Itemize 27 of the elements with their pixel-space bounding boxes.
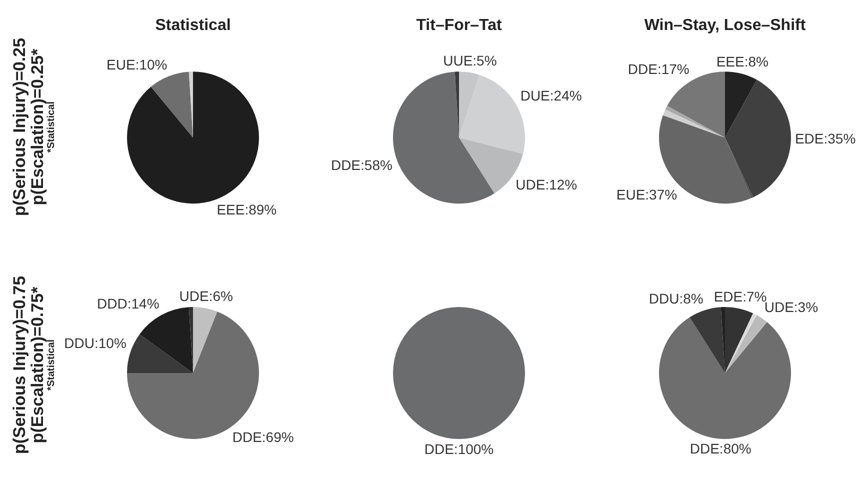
slice-label: EUE:10% [106,56,168,72]
slice-label: UUE:5% [443,52,497,68]
text: p(Serious Injury)=0.75 [10,274,29,456]
slice-label: DDE:17% [628,61,690,78]
slice-label: DDU:10% [64,335,126,352]
chart-title: Win–Stay, Lose–Shift [644,17,806,34]
slice-label: UDE:6% [179,288,233,304]
slice-label: DDD:14% [97,296,160,312]
slice-label: DDE:58% [330,157,392,174]
slice-label: DDE:69% [232,428,294,445]
slice-label: EDE:35% [794,130,856,147]
chart-title: Tit–For–Tat [416,17,502,34]
slice-label: DDU:8% [648,290,704,306]
slice-label: EDE:7% [714,288,767,305]
text: *Statistical [46,339,58,391]
slice-label: EUE:37% [616,186,678,202]
text: p(Serious Injury)=0.25 [10,36,29,218]
slice-label: EEE:8% [716,54,768,70]
text: *Statistical [46,101,58,153]
chart-title: Statistical [155,17,231,34]
slice-label: DDE:100% [424,440,494,457]
slice-label: EEE:89% [216,201,277,218]
text: p(Escalation)=0.25* [28,48,47,206]
text: p(Escalation)=0.75* [28,286,47,444]
slice-label: DUE:24% [520,88,582,104]
slice-label: UDE:12% [516,176,578,193]
slice-label: DDE:80% [690,440,752,457]
